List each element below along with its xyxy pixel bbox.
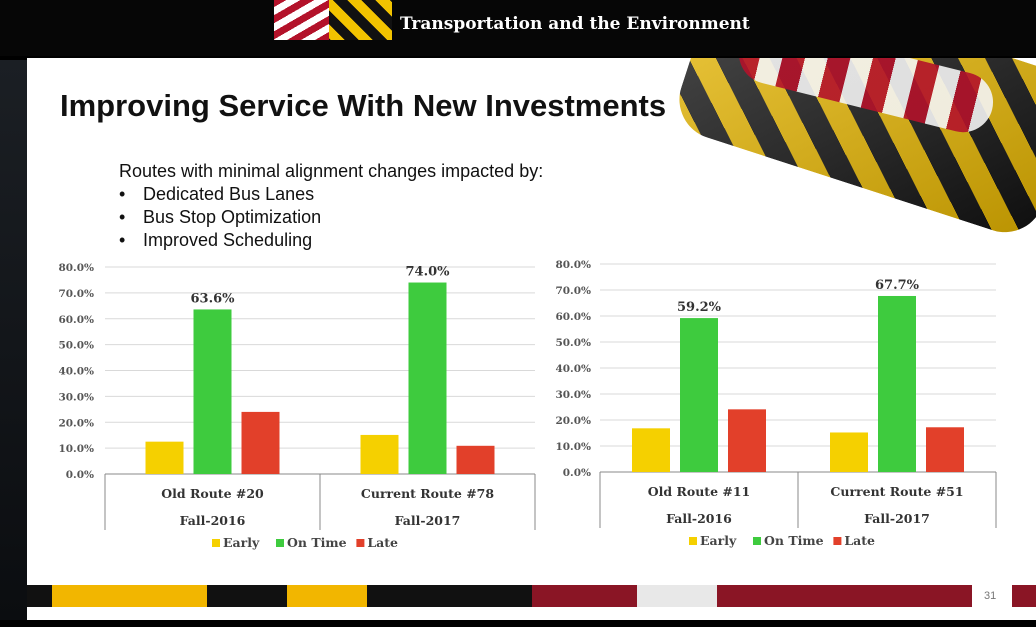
y-tick-label: 50.0% bbox=[58, 340, 94, 352]
legend-swatch bbox=[276, 539, 284, 547]
legend-swatch bbox=[753, 537, 761, 545]
y-tick-label: 70.0% bbox=[58, 288, 94, 300]
period-label: Fall-2016 bbox=[180, 513, 246, 528]
bar-chart-left: 0.0% 10.0% 20.0% 30.0% 40.0% 50.0% 60.0% 70.0% 8… bbox=[58, 262, 536, 550]
bar-early bbox=[632, 428, 670, 472]
legend-label: Late bbox=[367, 535, 398, 550]
y-tick-label: 70.0% bbox=[555, 285, 591, 297]
y-tick-label: 20.0% bbox=[555, 415, 591, 427]
bullet-text: Bus Stop Optimization bbox=[143, 207, 322, 227]
legend-swatch bbox=[833, 537, 842, 545]
y-tick-label: 10.0% bbox=[58, 443, 94, 455]
category-label: Current Route #78 bbox=[361, 486, 494, 501]
window-header: Transportation and the Environment bbox=[0, 0, 1036, 56]
period-label: Fall-2017 bbox=[395, 513, 461, 528]
legend-label: Late bbox=[844, 533, 875, 548]
bullet-mark: • bbox=[119, 184, 126, 204]
bar-late bbox=[456, 445, 495, 474]
legend-label: On Time bbox=[764, 533, 824, 548]
page-number: 31 bbox=[984, 590, 997, 602]
category-label: Old Route #11 bbox=[648, 484, 751, 499]
bullet-item: • Bus Stop Optimization bbox=[119, 207, 321, 228]
legend-swatch bbox=[212, 539, 220, 547]
bar-late bbox=[926, 427, 964, 472]
legend-swatch bbox=[356, 539, 365, 547]
bar-early bbox=[145, 441, 184, 474]
data-label: 74.0% bbox=[405, 265, 450, 280]
maryland-flag-image bbox=[274, 0, 392, 40]
legend-label: Early bbox=[700, 533, 737, 548]
bullet-item: • Improved Scheduling bbox=[119, 230, 312, 251]
bar-on-time bbox=[680, 318, 718, 472]
bullet-mark: • bbox=[119, 207, 126, 227]
bar-chart-right: 0.0% 10.0% 20.0% 30.0% 40.0% 50.0% 60.0% 70.0% 8… bbox=[555, 259, 997, 548]
y-tick-label: 80.0% bbox=[58, 262, 94, 274]
bar-on-time bbox=[878, 295, 916, 472]
bar-on-time bbox=[193, 309, 232, 474]
y-tick-label: 60.0% bbox=[58, 314, 94, 326]
y-tick-label: 60.0% bbox=[555, 311, 591, 323]
legend-label: On Time bbox=[287, 535, 347, 550]
period-label: Fall-2017 bbox=[864, 511, 930, 526]
y-tick-label: 10.0% bbox=[555, 441, 591, 453]
bar-early bbox=[830, 432, 868, 472]
header-title: Transportation and the Environment bbox=[400, 14, 750, 34]
bullet-mark: • bbox=[119, 230, 126, 250]
y-tick-label: 40.0% bbox=[58, 366, 94, 378]
data-label: 59.2% bbox=[677, 300, 722, 315]
bar-early bbox=[360, 434, 399, 474]
y-tick-label: 50.0% bbox=[555, 337, 591, 349]
bar-on-time bbox=[408, 282, 447, 474]
y-tick-label: 30.0% bbox=[555, 389, 591, 401]
intro-text: Routes with minimal alignment changes im… bbox=[119, 161, 544, 181]
bullet-item: • Dedicated Bus Lanes bbox=[119, 184, 314, 205]
footer-flag-band bbox=[27, 585, 1036, 607]
bullet-text: Dedicated Bus Lanes bbox=[143, 184, 315, 204]
y-tick-label: 0.0% bbox=[66, 469, 94, 481]
data-label: 63.6% bbox=[190, 291, 235, 306]
y-tick-label: 20.0% bbox=[58, 417, 94, 429]
presenter-video-strip bbox=[0, 60, 27, 620]
bullet-text: Improved Scheduling bbox=[143, 230, 313, 250]
slide-title: Improving Service With New Investments bbox=[60, 88, 667, 123]
bottom-bar bbox=[0, 620, 1036, 627]
y-tick-label: 80.0% bbox=[555, 259, 591, 271]
category-label: Current Route #51 bbox=[830, 484, 963, 499]
data-label: 67.7% bbox=[875, 278, 920, 293]
bar-late bbox=[241, 411, 280, 474]
bar-late bbox=[728, 409, 766, 472]
category-label: Old Route #20 bbox=[161, 486, 264, 501]
y-tick-label: 0.0% bbox=[563, 467, 591, 479]
y-tick-label: 30.0% bbox=[58, 391, 94, 403]
legend-label: Early bbox=[223, 535, 260, 550]
period-label: Fall-2016 bbox=[666, 511, 732, 526]
y-tick-label: 40.0% bbox=[555, 363, 591, 375]
slide: Improving Service With New Investments R… bbox=[27, 58, 1036, 620]
legend-swatch bbox=[689, 537, 697, 545]
